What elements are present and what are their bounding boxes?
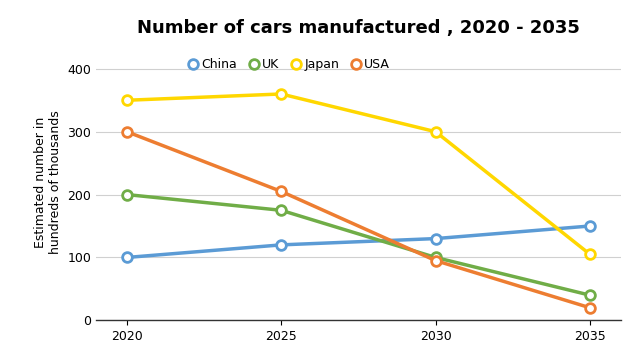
China — [432, 236, 440, 241]
China — [123, 255, 131, 260]
Japan — [123, 98, 131, 102]
UK — [277, 208, 285, 213]
UK — [123, 193, 131, 197]
Line: UK: UK — [122, 190, 595, 300]
Y-axis label: Estimated number in
hundreds of thousands: Estimated number in hundreds of thousand… — [34, 110, 61, 254]
UK — [432, 255, 440, 260]
Japan — [277, 92, 285, 96]
Japan — [432, 130, 440, 134]
USA — [586, 305, 594, 310]
USA — [277, 189, 285, 194]
Line: China: China — [122, 221, 595, 262]
China — [586, 224, 594, 228]
Title: Number of cars manufactured , 2020 - 2035: Number of cars manufactured , 2020 - 203… — [137, 19, 580, 36]
China — [277, 243, 285, 247]
Line: USA: USA — [122, 127, 595, 313]
USA — [123, 130, 131, 134]
UK — [586, 293, 594, 297]
Japan — [586, 252, 594, 257]
USA — [432, 258, 440, 263]
Legend: China, UK, Japan, USA: China, UK, Japan, USA — [191, 58, 390, 71]
Line: Japan: Japan — [122, 89, 595, 259]
